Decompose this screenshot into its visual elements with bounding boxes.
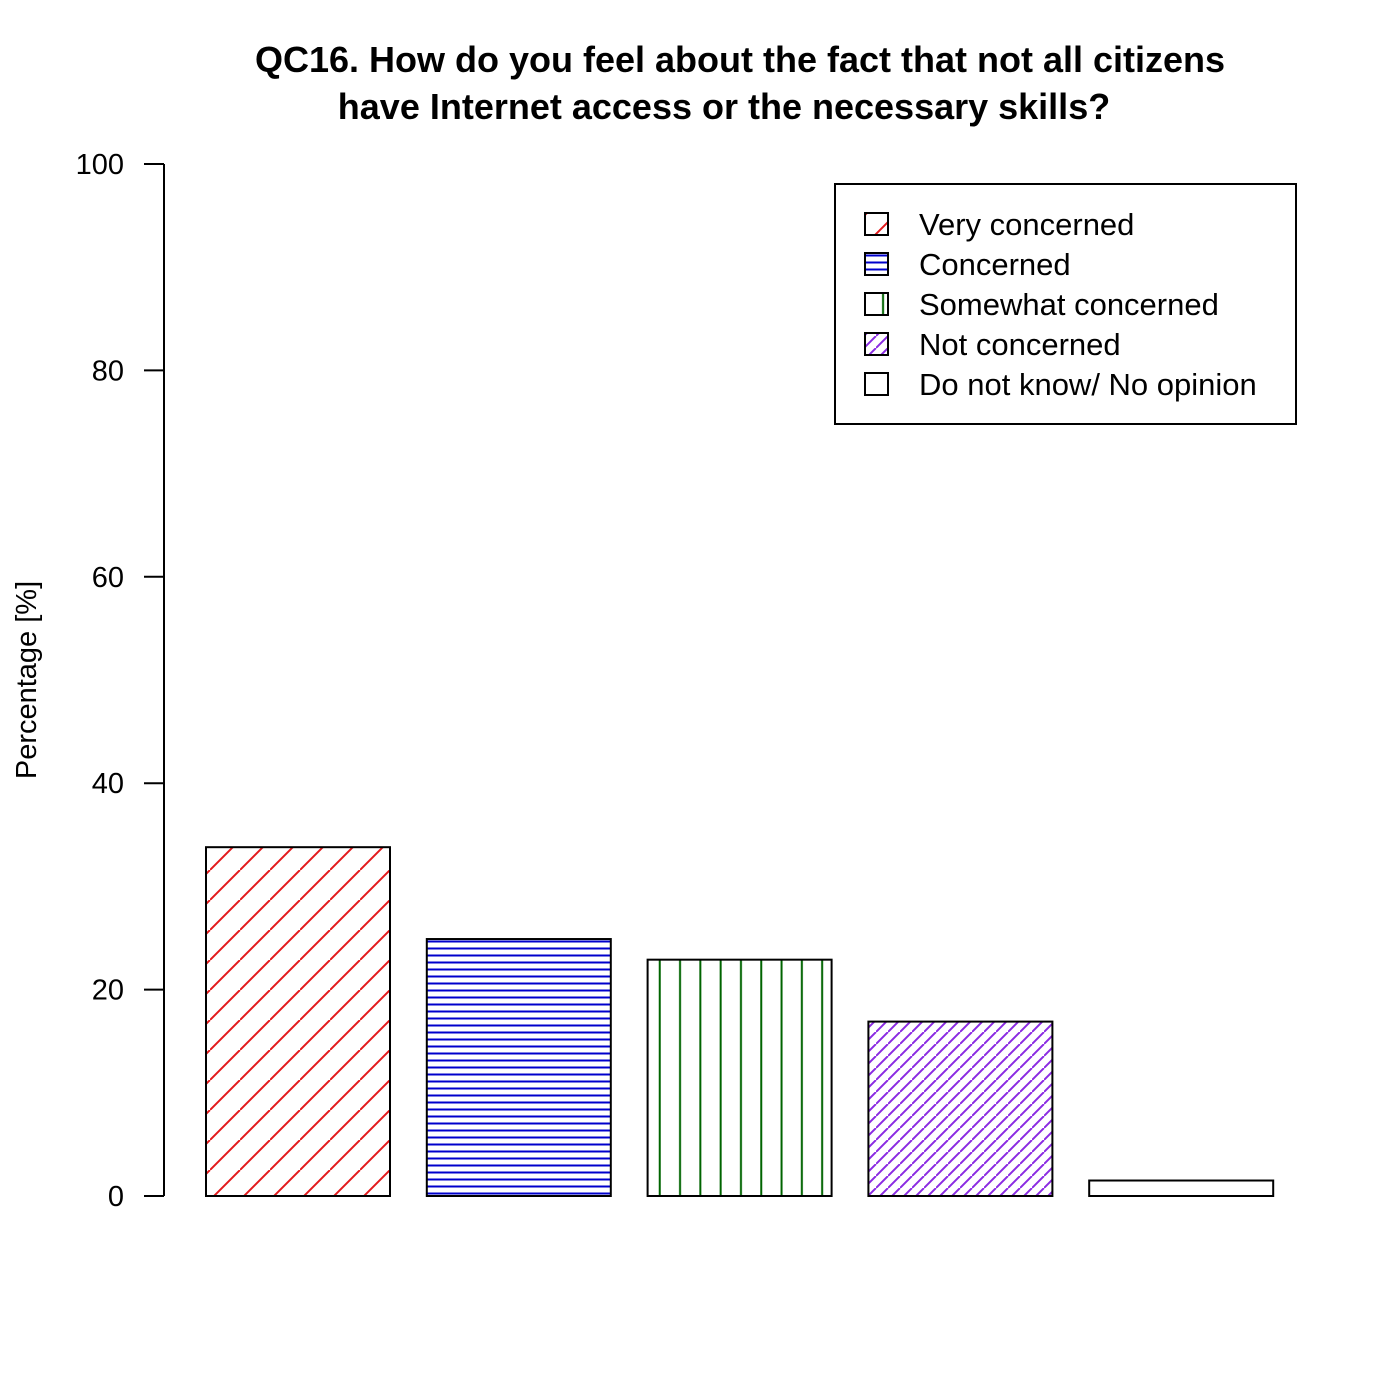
bar-pattern-3: [646, 958, 833, 1197]
bars-group: [205, 846, 1275, 1198]
legend-swatch: [864, 212, 889, 236]
y-tick-label: 100: [76, 149, 124, 181]
y-tick-label: 0: [108, 1181, 124, 1213]
legend-label: Somewhat concerned: [919, 287, 1219, 322]
legend-label: Not concerned: [919, 327, 1121, 362]
legend-swatch: [864, 292, 889, 316]
bar-pattern-1: [205, 846, 391, 1198]
y-tick-label: 60: [92, 562, 124, 594]
legend-swatch: [864, 252, 889, 276]
y-tick-label: 80: [92, 355, 124, 387]
chart-title-line-1: QC16. How do you feel about the fact tha…: [255, 39, 1225, 80]
bar-pattern-2: [425, 938, 612, 1197]
y-tick-label: 20: [92, 975, 124, 1007]
y-tick-label: 40: [92, 768, 124, 800]
legend-swatch: [864, 372, 889, 396]
legend: Very concerned Concerned Somewhat concerne…: [834, 183, 1297, 425]
legend-box: [834, 183, 1297, 425]
y-axis-label: Percentage [%]: [11, 581, 43, 779]
bar-pattern-5: [1088, 1179, 1275, 1198]
legend-swatch: [864, 332, 889, 356]
chart-title-line-2: have Internet access or the necessary sk…: [338, 86, 1110, 127]
legend-label: Do not know/ No opinion: [919, 367, 1257, 402]
y-axis: 0 20 40 60 80 100: [76, 149, 165, 1213]
bar-pattern-4: [867, 1020, 1054, 1197]
legend-label: Very concerned: [919, 207, 1134, 242]
legend-label: Concerned: [919, 247, 1071, 282]
